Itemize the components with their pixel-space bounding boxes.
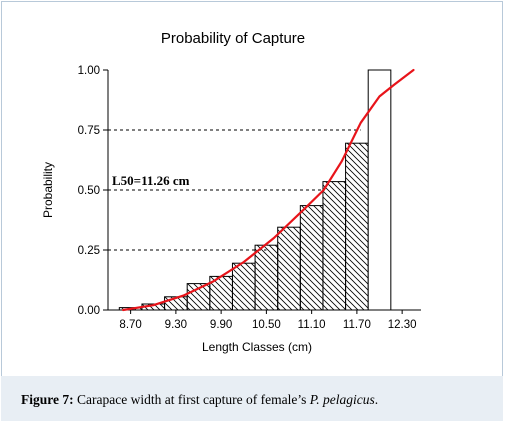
caption-species: P. pelagicus — [309, 392, 375, 407]
x-axis-label: Length Classes (cm) — [202, 340, 312, 354]
x-tick-label-0: 8.70 — [119, 319, 141, 331]
x-tick-label-6: 12.30 — [388, 319, 417, 331]
bar-6 — [254, 244, 279, 311]
bar-5 — [231, 262, 256, 311]
bar-10 — [345, 142, 369, 311]
caption-bar — [1, 376, 503, 421]
probability-curve — [121, 68, 415, 312]
caption-end: . — [374, 392, 379, 407]
y-tick-label-3: 0.75 — [78, 125, 100, 137]
x-tick-label-4: 11.10 — [298, 319, 326, 331]
l50-annotation: L50=11.26 cm — [112, 173, 190, 188]
y-tick-label-2: 0.50 — [78, 185, 100, 197]
y-axis-label: Probability — [41, 162, 55, 218]
probability-of-capture-chart: Probability of Capture Length Classes (c… — [41, 30, 421, 354]
x-tick-label-5: 11.70 — [343, 319, 371, 331]
x-tick-label-2: 9.90 — [210, 319, 232, 331]
x-tick-label-3: 10.50 — [252, 319, 281, 331]
caption-text: Carapace width at first capture of femal… — [73, 392, 310, 407]
chart-title: Probability of Capture — [161, 30, 305, 47]
x-tick-label-1: 9.30 — [165, 319, 187, 331]
y-tick-label-4: 1.00 — [78, 65, 100, 77]
y-tick-label-0: 0.00 — [78, 305, 100, 317]
bar-9 — [322, 181, 347, 311]
bar-7 — [277, 226, 301, 311]
plot-area: 0.00 0.25 0.50 0.75 1.00 8.70 9.30 9.90 10.50 11.… — [78, 65, 421, 331]
y-tick-label-1: 0.25 — [78, 245, 100, 257]
bar-8 — [299, 205, 324, 311]
caption-label: Figure 7: — [21, 392, 74, 407]
figure-caption: Figure 7: Carapace width at first captur… — [21, 392, 378, 408]
